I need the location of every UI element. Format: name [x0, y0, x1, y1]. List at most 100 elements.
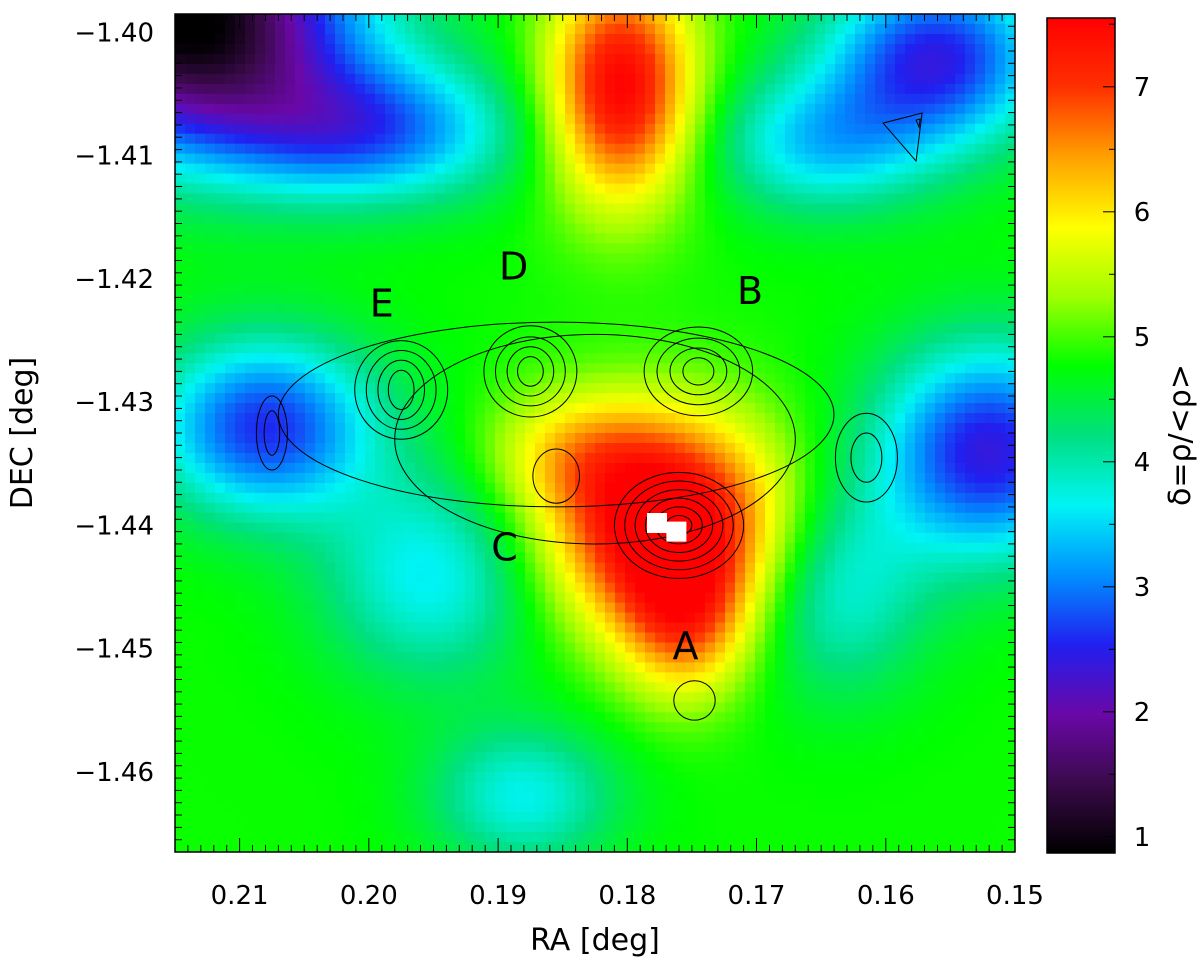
heatmap-cell: [705, 452, 716, 464]
heatmap-cell: [445, 492, 456, 504]
heatmap-cell: [875, 482, 886, 494]
heatmap-cell: [785, 343, 796, 354]
heatmap-cell: [265, 23, 276, 35]
heatmap-cell: [745, 303, 756, 314]
heatmap-cell: [835, 53, 846, 65]
heatmap-cell: [675, 433, 686, 444]
heatmap-cell: [525, 103, 536, 115]
heatmap-cell: [665, 353, 676, 364]
heatmap-cell: [375, 323, 386, 334]
heatmap-cell: [495, 462, 506, 474]
heatmap-cell: [915, 512, 926, 524]
heatmap-cell: [395, 263, 406, 274]
heatmap-cell: [565, 193, 576, 205]
heatmap-cell: [895, 253, 906, 265]
heatmap-cell: [815, 502, 826, 514]
heatmap-cell: [725, 502, 736, 514]
heatmap-cell: [745, 592, 756, 604]
heatmap-cell: [285, 113, 296, 125]
heatmap-cell: [825, 542, 836, 554]
heatmap-cell: [435, 14, 446, 25]
heatmap-cell: [775, 193, 786, 205]
heatmap-cell: [525, 572, 536, 584]
heatmap-cell: [675, 462, 686, 474]
heatmap-cell: [555, 423, 566, 434]
heatmap-cell: [315, 143, 326, 155]
heatmap-cell: [375, 293, 386, 304]
heatmap-cell: [825, 253, 836, 265]
heatmap-cell: [705, 133, 716, 145]
heatmap-cell: [575, 23, 586, 35]
heatmap-cell: [965, 213, 976, 225]
heatmap-cell: [185, 373, 196, 384]
heatmap-cell: [275, 133, 286, 145]
heatmap-cell: [955, 403, 966, 414]
heatmap-cell: [205, 53, 216, 65]
heatmap-cell: [645, 532, 656, 544]
heatmap-cell: [605, 562, 616, 574]
heatmap-cell: [475, 482, 486, 494]
heatmap-cell: [465, 193, 476, 205]
heatmap-cell: [245, 273, 256, 284]
heatmap-cell: [185, 193, 196, 205]
heatmap-cell: [985, 53, 996, 65]
heatmap-cell: [965, 482, 976, 494]
heatmap-cell: [995, 363, 1006, 374]
heatmap-cell: [475, 373, 486, 384]
heatmap-cell: [915, 333, 926, 344]
heatmap-cell: [695, 273, 706, 284]
heatmap-cell: [805, 313, 816, 324]
heatmap-cell: [905, 293, 916, 304]
heatmap-cell: [385, 542, 396, 554]
heatmap-cell: [995, 14, 1006, 25]
heatmap-cell: [905, 532, 916, 544]
heatmap-cell: [435, 423, 446, 434]
heatmap-cell: [725, 263, 736, 274]
heatmap-cell: [345, 14, 356, 25]
heatmap-cell: [505, 502, 516, 514]
heatmap-cell: [935, 482, 946, 494]
heatmap-cell: [265, 14, 276, 25]
heatmap-cell: [625, 452, 636, 464]
heatmap-cell: [935, 462, 946, 474]
heatmap-cell: [495, 303, 506, 314]
heatmap-cell: [505, 423, 516, 434]
heatmap-cell: [175, 253, 186, 265]
heatmap-cell: [175, 592, 186, 604]
heatmap-cell: [635, 413, 646, 424]
heatmap-cell: [835, 303, 846, 314]
heatmap-cell: [705, 333, 716, 344]
heatmap-cell: [515, 263, 526, 274]
heatmap-cell: [695, 323, 706, 334]
heatmap-cell: [785, 153, 796, 165]
heatmap-cell: [995, 512, 1006, 524]
heatmap-cell: [925, 383, 936, 394]
heatmap-cell: [185, 552, 196, 564]
heatmap-cell: [325, 113, 336, 125]
heatmap-cell: [695, 572, 706, 584]
heatmap-cell: [845, 592, 856, 604]
heatmap-cell: [365, 83, 376, 95]
heatmap-cell: [405, 552, 416, 564]
heatmap-cell: [635, 153, 646, 165]
heatmap-cell: [205, 223, 216, 235]
heatmap-cell: [995, 193, 1006, 205]
heatmap-cell: [205, 33, 216, 45]
heatmap-cell: [475, 33, 486, 45]
heatmap-cell: [775, 383, 786, 394]
heatmap-cell: [595, 223, 606, 235]
heatmap-cell: [435, 223, 446, 235]
heatmap-cell: [315, 602, 326, 614]
heatmap-cell: [675, 53, 686, 65]
heatmap-cell: [965, 243, 976, 255]
heatmap-cell: [375, 413, 386, 424]
heatmap-cell: [775, 173, 786, 185]
heatmap-cell: [735, 452, 746, 464]
heatmap-cell: [245, 462, 256, 474]
heatmap-cell: [915, 343, 926, 354]
heatmap-cell: [415, 413, 426, 424]
heatmap-cell: [225, 133, 236, 145]
heatmap-cell: [955, 203, 966, 215]
heatmap-cell: [775, 213, 786, 225]
heatmap-cell: [445, 313, 456, 324]
